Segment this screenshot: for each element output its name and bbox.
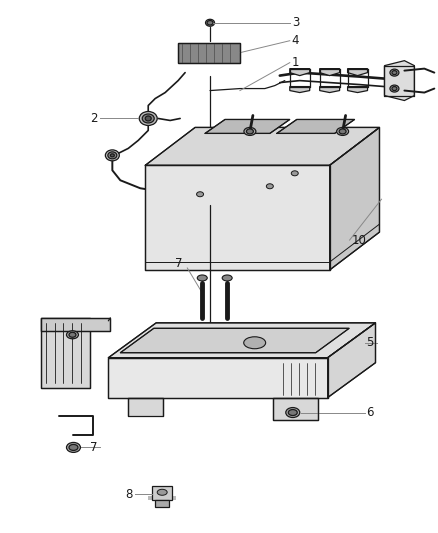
Ellipse shape	[145, 116, 151, 121]
Polygon shape	[273, 398, 318, 419]
Polygon shape	[385, 61, 414, 101]
Text: 8: 8	[125, 488, 132, 501]
Ellipse shape	[288, 409, 297, 416]
Polygon shape	[277, 119, 355, 133]
Polygon shape	[290, 86, 310, 93]
Polygon shape	[328, 323, 375, 398]
Ellipse shape	[197, 192, 204, 197]
Ellipse shape	[207, 21, 213, 25]
Polygon shape	[290, 69, 310, 76]
Bar	[152, 486, 172, 500]
Polygon shape	[348, 86, 367, 93]
Text: 1: 1	[292, 56, 299, 69]
Polygon shape	[320, 86, 339, 93]
Polygon shape	[145, 127, 379, 165]
Polygon shape	[41, 318, 90, 387]
Ellipse shape	[392, 71, 397, 75]
Ellipse shape	[106, 150, 119, 161]
Ellipse shape	[205, 19, 215, 26]
Ellipse shape	[69, 332, 76, 337]
Ellipse shape	[286, 408, 300, 417]
Bar	[148, 496, 176, 500]
Ellipse shape	[244, 337, 266, 349]
Text: 10: 10	[352, 233, 367, 247]
Polygon shape	[108, 323, 375, 358]
Ellipse shape	[69, 445, 78, 450]
Polygon shape	[178, 43, 240, 63]
Ellipse shape	[110, 154, 114, 157]
Text: 3: 3	[292, 17, 299, 29]
Ellipse shape	[390, 85, 399, 92]
Ellipse shape	[142, 114, 154, 123]
Text: 4: 4	[292, 34, 299, 47]
Text: 2: 2	[90, 112, 97, 125]
Ellipse shape	[291, 171, 298, 176]
Text: 7: 7	[90, 441, 97, 454]
Ellipse shape	[157, 489, 167, 495]
Polygon shape	[348, 69, 367, 76]
Polygon shape	[145, 165, 330, 270]
Ellipse shape	[197, 275, 207, 281]
Polygon shape	[205, 119, 290, 133]
Polygon shape	[108, 358, 328, 398]
Ellipse shape	[67, 331, 78, 339]
Ellipse shape	[244, 127, 256, 135]
Ellipse shape	[67, 442, 81, 453]
Ellipse shape	[392, 86, 397, 91]
Ellipse shape	[390, 69, 399, 76]
Ellipse shape	[108, 152, 117, 159]
Ellipse shape	[222, 275, 232, 281]
Polygon shape	[120, 328, 349, 353]
Bar	[155, 500, 169, 507]
Ellipse shape	[266, 184, 273, 189]
Ellipse shape	[247, 129, 254, 134]
Polygon shape	[128, 398, 163, 416]
Polygon shape	[330, 127, 379, 270]
Ellipse shape	[139, 111, 157, 125]
Text: 7: 7	[175, 256, 182, 270]
Bar	[178, 43, 240, 63]
Text: 6: 6	[367, 406, 374, 419]
Ellipse shape	[337, 127, 349, 135]
Text: 5: 5	[367, 336, 374, 349]
Polygon shape	[320, 69, 339, 76]
Polygon shape	[41, 318, 110, 331]
Ellipse shape	[339, 129, 346, 134]
